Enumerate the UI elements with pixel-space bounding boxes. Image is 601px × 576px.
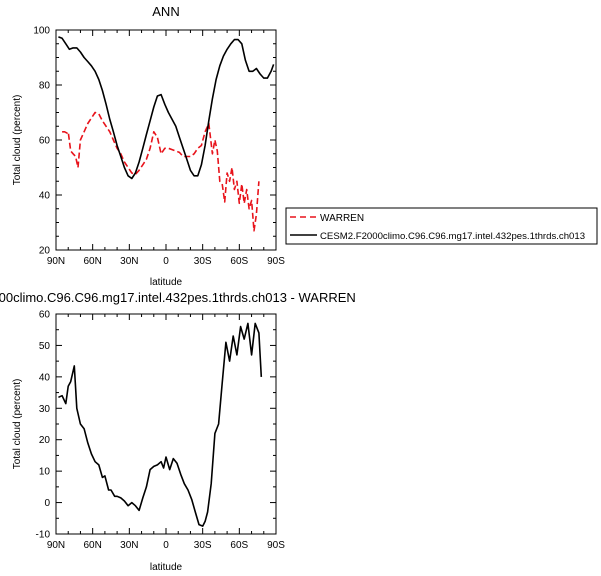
- top-y-tick-label: 80: [39, 81, 51, 92]
- top-series-line-2: [58, 36, 275, 180]
- top-x-tick-label: 30N: [120, 256, 138, 267]
- bottom-panel: F2000climo.C96.C96.mg17.intel.432pes.1th…: [0, 290, 356, 573]
- top-panel-title: ANN: [152, 4, 179, 19]
- bottom-series-line-1: [58, 322, 263, 527]
- bottom-x-tick-label: 60S: [230, 540, 248, 551]
- bottom-y-tick-label: 40: [39, 372, 51, 383]
- bottom-x-tick-label: 90S: [267, 540, 285, 551]
- bottom-x-tick-label: 0: [163, 540, 169, 551]
- top-panel-ylabel: Total cloud (percent): [12, 95, 23, 186]
- legend-label-warren: WARREN: [320, 213, 364, 224]
- bottom-panel-ylabel: Total cloud (percent): [12, 379, 23, 470]
- top-x-tick-label: 90S: [267, 256, 285, 267]
- top-x-tick-label: 60S: [230, 256, 248, 267]
- bottom-x-tick-label: 30N: [120, 540, 138, 551]
- legend-box: [285, 207, 598, 245]
- bottom-y-tick-label: 10: [39, 467, 51, 478]
- top-y-tick-label: 20: [39, 246, 51, 257]
- bottom-panel-ticks: 90N 60N 30N 0 30S 60S 90S -10 0 10 20 30 40 50 60: [36, 310, 286, 552]
- top-y-tick-label: 40: [39, 191, 51, 202]
- bottom-x-tick-label: 60N: [83, 540, 101, 551]
- top-x-tick-label: 0: [163, 256, 169, 267]
- bottom-y-tick-label: 50: [39, 341, 51, 352]
- top-panel-ticks: 90N 60N 30N 0 30S 60S 90S 20 40 60 80 100: [33, 26, 285, 268]
- top-series-line-1: [62, 111, 260, 232]
- bottom-panel-lines: [58, 322, 263, 527]
- bottom-y-tick-label: 0: [44, 498, 50, 509]
- top-panel-plot-frame: [55, 29, 277, 251]
- bottom-y-tick-label: 20: [39, 435, 51, 446]
- top-x-tick-label: 60N: [83, 256, 101, 267]
- legend: WARREN CESM2.F2000climo.C96.C96.mg17.int…: [285, 207, 598, 245]
- bottom-y-tick-label: 60: [39, 310, 51, 321]
- bottom-panel-title: F2000climo.C96.C96.mg17.intel.432pes.1th…: [0, 290, 356, 305]
- legend-label-cesm2: CESM2.F2000climo.C96.C96.mg17.intel.432p…: [320, 231, 585, 242]
- top-x-tick-label: 30S: [194, 256, 212, 267]
- top-panel: ANN Total cloud (percent) latitude 90N 60…: [12, 4, 285, 288]
- top-panel-xlabel: latitude: [150, 277, 183, 288]
- bottom-y-tick-label: -10: [36, 530, 51, 541]
- top-x-tick-label: 90N: [47, 256, 65, 267]
- bottom-y-tick-label: 30: [39, 404, 51, 415]
- bottom-panel-plot-frame: [55, 313, 277, 535]
- bottom-x-tick-label: 90N: [47, 540, 65, 551]
- top-y-tick-label: 60: [39, 136, 51, 147]
- top-panel-lines: [58, 36, 275, 232]
- bottom-x-tick-label: 30S: [194, 540, 212, 551]
- bottom-panel-xlabel: latitude: [150, 562, 183, 573]
- top-y-tick-label: 100: [33, 26, 50, 37]
